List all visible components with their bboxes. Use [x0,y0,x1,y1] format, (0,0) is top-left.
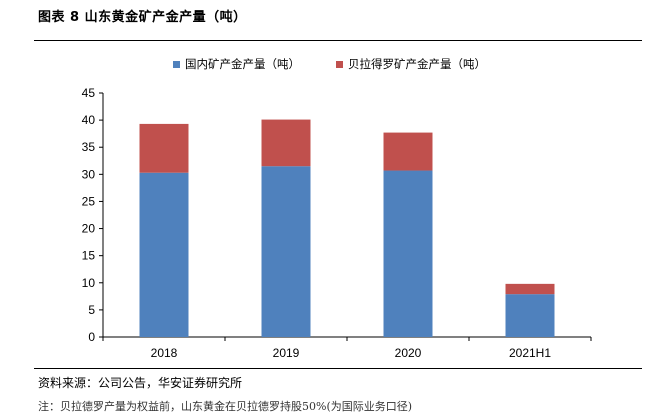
title-rule [34,40,642,41]
legend-label-domestic: 国内矿产金产量（吨） [185,57,300,71]
y-tick-label-20: 20 [82,222,96,236]
x-tick-label-2018: 2018 [151,346,178,360]
bar-domestic-2018 [139,172,189,337]
figure-title: 图表 8 山东黄金矿产金产量（吨） [38,10,247,25]
y-tick-label-10: 10 [82,276,96,290]
source-rule [34,368,642,369]
legend-item-veladero: 贝拉得罗矿产金产量（吨） [336,56,486,72]
y-tick-label-45: 45 [82,86,96,100]
y-tick-label-35: 35 [82,140,96,154]
bar-veladero-2018 [139,123,189,173]
y-tick-label-30: 30 [82,167,96,181]
x-tick-label-2020: 2020 [395,346,422,360]
footnote: 注：贝拉德罗产量为权益前，山东黄金在贝拉德罗持股50%(为国际业务口径) [38,400,413,413]
x-tick-label-2019: 2019 [273,346,300,360]
bar-domestic-2021H1 [505,294,555,337]
stacked-bar-chart: 0 5 10 15 20 25 30 35 40 45 2018 2019 2020 2021H1 [82,86,592,360]
bar-veladero-2019 [261,119,311,167]
legend-swatch-veladero [336,60,343,68]
bar-veladero-2020 [383,132,433,171]
legend-item-domestic: 国内矿产金产量（吨） [173,56,300,72]
x-tick-label-2021H1: 2021H1 [509,346,551,360]
bar-domestic-2019 [261,166,311,337]
bar-veladero-2021H1 [505,283,555,295]
source-note: 资料来源：公司公告，华安证券研究所 [38,376,243,390]
y-tick-label-40: 40 [82,113,96,127]
y-tick-label-15: 15 [82,249,96,263]
y-tick-label-25: 25 [82,194,96,208]
legend-swatch-domestic [173,60,180,68]
legend-label-veladero: 贝拉得罗矿产金产量（吨） [348,57,486,71]
chart-legend: 国内矿产金产量（吨） 贝拉得罗矿产金产量（吨） [0,56,659,72]
y-tick-label-0: 0 [88,330,95,344]
y-tick-label-5: 5 [88,303,95,317]
bar-domestic-2020 [383,170,433,337]
